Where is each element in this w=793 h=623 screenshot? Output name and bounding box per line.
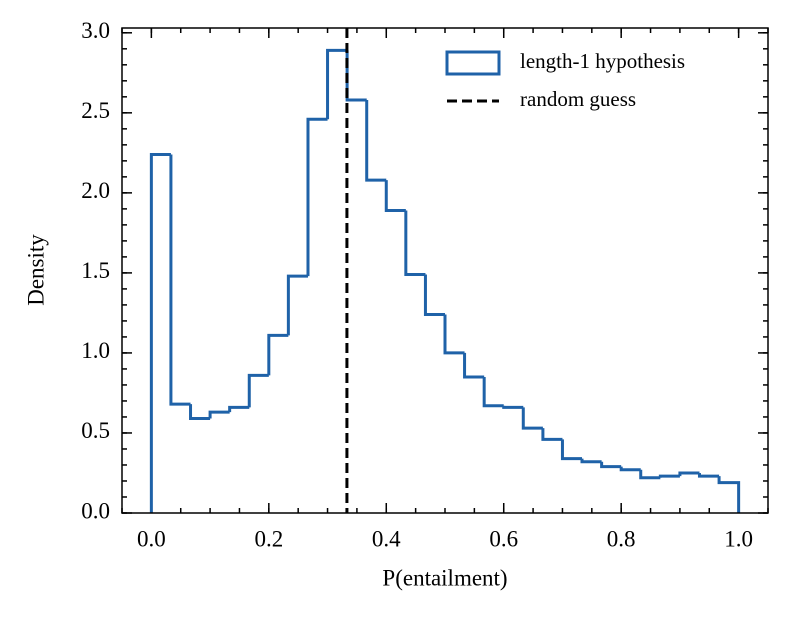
histogram-bin [600,461,622,469]
histogram-bin [443,314,465,355]
histogram-bin [267,333,289,376]
histogram-bin [404,210,426,277]
axes-frame [121,27,769,514]
histogram-bin [384,180,406,212]
x-tick-label: 0.8 [607,526,636,551]
histogram-bin [482,376,504,408]
y-tick-label: 3.0 [81,18,110,43]
histogram-bin [189,404,211,421]
x-tick-label: 0.0 [137,526,166,551]
histogram-bin [326,48,348,120]
histogram-bin [541,428,563,441]
histogram-bin [580,458,602,464]
histogram-bin [228,405,250,413]
x-tick-label: 0.2 [254,526,283,551]
y-tick-label: 2.0 [81,178,110,203]
y-tick-label: 1.5 [81,258,110,283]
histogram-bin [521,407,543,430]
legend-label: random guess [520,87,636,111]
x-tick-label: 0.4 [372,526,401,551]
y-axis-label: Density [23,234,48,306]
x-axis-label: P(entailment) [382,565,507,590]
histogram-bin [463,352,485,379]
histogram-bin [345,50,367,102]
histogram-bin [208,410,230,419]
x-tick-label: 0.6 [489,526,518,551]
histogram-bin [717,476,741,513]
y-tick-label: 0.0 [81,498,110,523]
histogram-bin [560,439,583,461]
histogram-bin [619,466,641,472]
histogram-bin [169,154,191,406]
legend-patch [445,50,501,76]
x-tick-label: 1.0 [724,526,753,551]
histogram-bin [502,405,524,409]
histogram-bin [639,469,661,480]
histogram-bin [247,373,269,408]
histogram-bin [149,152,171,513]
histogram-bin [286,274,308,336]
histogram-bin [365,100,387,182]
histogram-bin [306,117,328,277]
histogram-bin [678,471,700,477]
histogram-bin [423,274,445,317]
y-tick-label: 1.0 [81,338,110,363]
y-tick-label: 0.5 [81,418,110,443]
legend-label: length-1 hypothesis [520,49,685,73]
histogram-bin [658,474,680,478]
histogram-bin [697,472,720,478]
y-tick-label: 2.5 [81,98,110,123]
